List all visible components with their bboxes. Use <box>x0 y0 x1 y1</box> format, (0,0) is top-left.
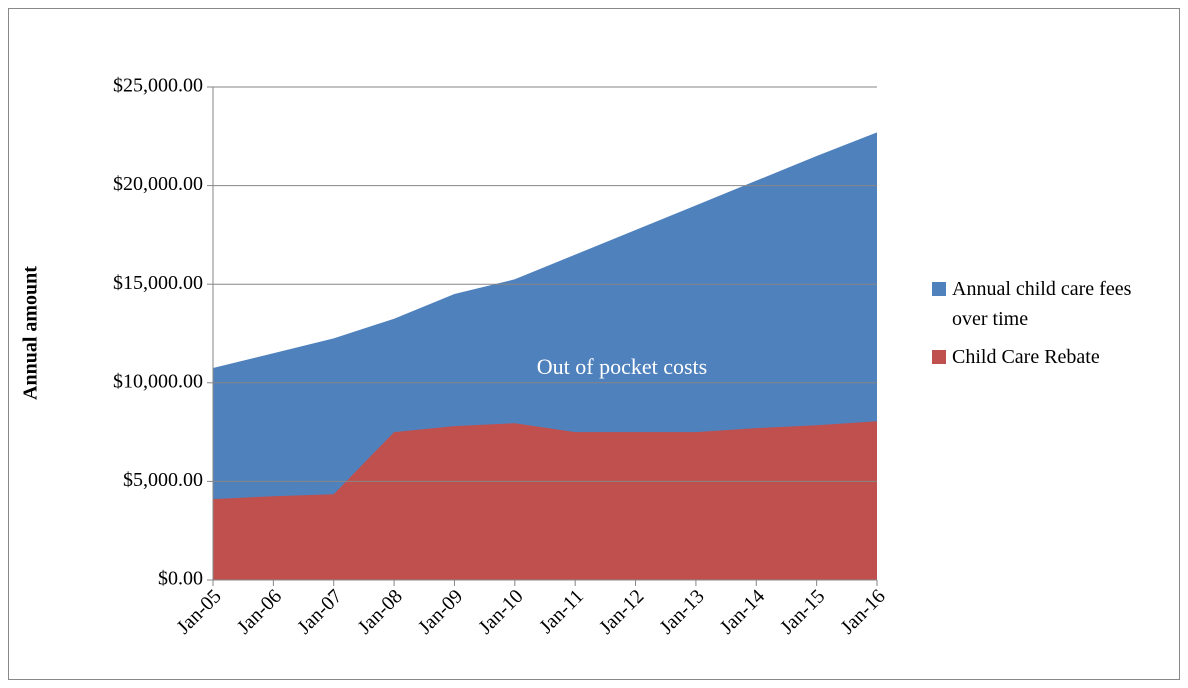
x-tick-label: Jan-12 <box>595 585 648 638</box>
legend-item: Annual child care fees over time <box>932 274 1157 334</box>
x-tick-label: Jan-15 <box>776 585 829 638</box>
y-tick-label: $0.00 <box>158 568 203 590</box>
legend-swatch <box>932 282 946 296</box>
x-tick-label: Jan-14 <box>716 585 769 638</box>
x-tick-label: Jan-11 <box>535 585 588 638</box>
x-tick-label: Jan-06 <box>233 585 286 638</box>
legend-label: Child Care Rebate <box>952 346 1100 368</box>
y-axis-title: Annual amount <box>20 266 42 400</box>
annotation: Out of pocket costs <box>537 354 707 379</box>
x-tick-label: Jan-07 <box>293 585 346 638</box>
y-tick-label: $25,000.00 <box>113 75 203 97</box>
x-tick-label: Jan-10 <box>474 585 527 638</box>
y-tick-label: $10,000.00 <box>113 370 203 392</box>
legend: Annual child care fees over time Child Ca… <box>932 274 1157 380</box>
chart-frame <box>8 8 1180 680</box>
x-tick-label: Jan-16 <box>837 585 890 638</box>
y-tick-label: $15,000.00 <box>113 272 203 294</box>
x-tick-label: Jan-13 <box>655 585 708 638</box>
y-tick-label: $20,000.00 <box>113 173 203 195</box>
y-tick-label: $5,000.00 <box>123 469 203 491</box>
x-tick-label: Jan-08 <box>354 585 407 638</box>
x-tick-label: Jan-05 <box>173 585 226 638</box>
x-tick-label: Jan-09 <box>414 585 467 638</box>
area <box>213 421 877 580</box>
legend-label: Annual child care fees over time <box>952 278 1132 330</box>
legend-swatch <box>932 350 946 364</box>
legend-item: Child Care Rebate <box>932 342 1157 372</box>
